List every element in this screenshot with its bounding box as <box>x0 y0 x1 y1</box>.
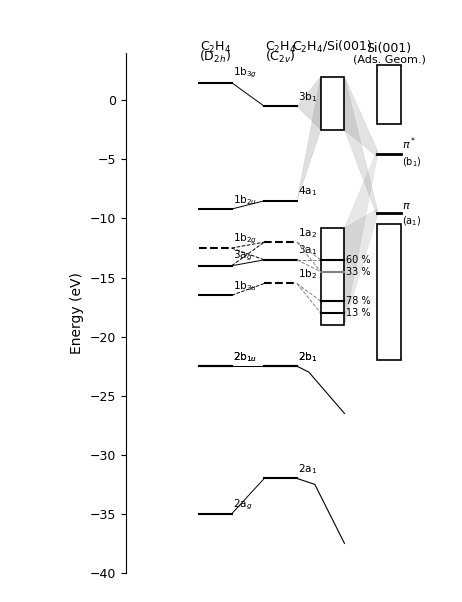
Text: VB: VB <box>381 286 398 299</box>
Polygon shape <box>345 76 377 216</box>
Text: 3b$_1$: 3b$_1$ <box>298 90 318 104</box>
Polygon shape <box>345 76 377 157</box>
Text: 78 %: 78 % <box>346 296 371 306</box>
Text: 1b$_{2u}$: 1b$_{2u}$ <box>233 193 257 206</box>
Bar <box>321 228 345 325</box>
Text: 1b$_{3g}$: 1b$_{3g}$ <box>233 66 257 80</box>
Text: C$_2$H$_4$/Si(001): C$_2$H$_4$/Si(001) <box>292 39 373 55</box>
Bar <box>377 225 401 360</box>
Text: 4a$_1$: 4a$_1$ <box>298 185 317 199</box>
Text: (a$_1$): (a$_1$) <box>402 214 422 228</box>
Text: 1a$_2$: 1a$_2$ <box>298 226 317 240</box>
Text: 2b$_{1u}$: 2b$_{1u}$ <box>233 350 257 364</box>
Text: CB: CB <box>380 88 398 101</box>
Text: Si(001): Si(001) <box>366 42 412 55</box>
Text: C$_2$H$_4$: C$_2$H$_4$ <box>200 40 231 55</box>
Text: 3a$_g$: 3a$_g$ <box>233 249 252 264</box>
Text: 2a$_1$: 2a$_1$ <box>298 462 317 476</box>
Text: 1b$_2$: 1b$_2$ <box>298 267 317 281</box>
Text: 33 %: 33 % <box>346 267 371 277</box>
Text: (D$_{2h}$): (D$_{2h}$) <box>199 49 231 65</box>
Text: 2b$_1$: 2b$_1$ <box>298 350 318 364</box>
Polygon shape <box>297 76 321 201</box>
Text: 3a$_1$: 3a$_1$ <box>298 244 317 258</box>
Text: 2b$_1$: 2b$_1$ <box>298 350 318 364</box>
Polygon shape <box>345 150 377 325</box>
Polygon shape <box>297 76 321 130</box>
Bar <box>377 65 401 124</box>
Text: 60 %: 60 % <box>346 255 371 265</box>
Text: C$_2$H$_4$: C$_2$H$_4$ <box>265 40 296 55</box>
Text: $\pi$: $\pi$ <box>402 201 411 211</box>
Text: 1b$_{2g}$: 1b$_{2g}$ <box>233 231 257 246</box>
Text: (b$_1$): (b$_1$) <box>402 155 422 169</box>
Text: (C$_{2v}$): (C$_{2v}$) <box>265 49 296 65</box>
Polygon shape <box>345 209 377 325</box>
Text: 13 %: 13 % <box>346 308 371 318</box>
Text: 2b$_{1u}$: 2b$_{1u}$ <box>233 350 257 364</box>
Text: 2a$_g$: 2a$_g$ <box>233 497 252 512</box>
Text: (Ads. Geom.): (Ads. Geom.) <box>353 55 426 65</box>
Y-axis label: Energy (eV): Energy (eV) <box>70 272 85 354</box>
Text: $\pi^*$: $\pi^*$ <box>402 135 417 152</box>
Text: 1b$_{3u}$: 1b$_{3u}$ <box>233 279 257 293</box>
Bar <box>321 76 345 130</box>
